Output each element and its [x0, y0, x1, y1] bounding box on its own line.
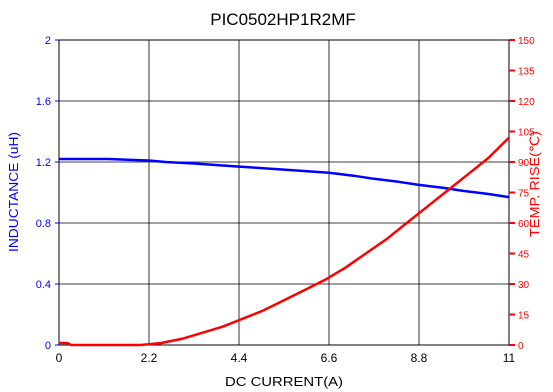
y-right-tick-label: 45	[518, 250, 530, 261]
x-tick-label: 8.8	[411, 351, 428, 365]
y-left-tick-label: 0.8	[36, 218, 51, 230]
y-right-tick-label: 75	[518, 189, 530, 200]
x-tick-label: 6.6	[321, 351, 338, 365]
tick-labels: 0 2.2 4.4 6.6 8.8 1100.40.81.21.6201530456075…	[36, 35, 535, 365]
y-axis-label-left: INDUCTANCE (uH)	[6, 132, 21, 252]
y-right-tick-label: 30	[518, 280, 530, 291]
y-left-tick-label: 0.4	[36, 279, 51, 291]
x-tick-label: 2.2	[141, 351, 158, 365]
x-tick-label: 4.4	[231, 351, 248, 365]
temp-rise-line	[59, 136, 510, 347]
y-right-tick-label: 150	[518, 36, 535, 47]
x-axis-label: DC CURRENT(A)	[225, 374, 343, 389]
series-lines	[59, 136, 510, 347]
y-left-tick-label: 2	[45, 35, 51, 47]
y-right-tick-label: 15	[518, 311, 530, 322]
y-right-tick-label: 135	[518, 67, 535, 78]
tick-marks	[55, 39, 515, 346]
chart-title: PIC0502HP1R2MF	[210, 10, 356, 29]
y-left-tick-label: 0	[45, 340, 51, 352]
y-right-tick-label: 120	[518, 97, 535, 108]
y-left-tick-label: 1.6	[36, 96, 51, 108]
x-tick-label: 11	[503, 351, 516, 365]
inductance-line	[59, 157, 510, 199]
y-right-tick-label: 90	[518, 158, 530, 169]
y-right-tick-label: 105	[518, 128, 535, 139]
grid	[58, 39, 510, 346]
y-axis-label-right: TEMP. RISE(℃)	[527, 131, 542, 237]
y-right-tick-label: 60	[518, 219, 530, 230]
x-tick-label: 0	[56, 351, 63, 365]
y-right-tick-label: 0	[518, 341, 524, 352]
y-left-tick-label: 1.2	[36, 157, 51, 169]
